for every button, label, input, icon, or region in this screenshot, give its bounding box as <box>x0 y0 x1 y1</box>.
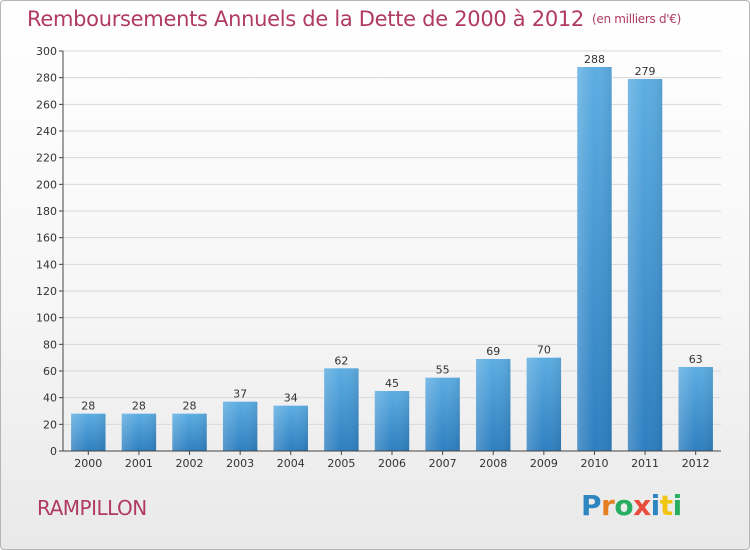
x-tick-label: 2007 <box>429 457 457 470</box>
data-label: 37 <box>233 388 247 401</box>
bar-shine <box>577 67 612 451</box>
y-tick-label: 40 <box>43 392 57 405</box>
data-label: 45 <box>385 377 399 390</box>
logo-letter: x <box>633 489 651 522</box>
y-tick-label: 0 <box>50 445 57 458</box>
data-label: 288 <box>584 53 605 66</box>
y-tick-label: 60 <box>43 365 57 378</box>
chart-title-text: Remboursements Annuels de la Dette de 20… <box>27 7 584 31</box>
bar-shine <box>273 405 308 451</box>
commune-name: RAMPILLON <box>37 496 147 520</box>
data-label: 28 <box>132 400 146 413</box>
bar-shine <box>425 377 460 451</box>
y-tick-label: 280 <box>36 72 57 85</box>
x-tick-label: 2000 <box>74 457 102 470</box>
x-tick-label: 2008 <box>479 457 507 470</box>
logo-letter: i <box>650 489 661 522</box>
y-tick-label: 260 <box>36 98 57 111</box>
y-axis-ticks: 0 20 40 60 80 100 120 140 160 180 200 220 240 260 280 3… <box>36 45 63 458</box>
x-tick-label: 2011 <box>631 457 659 470</box>
bars: 28 28 28 37 34 62 45 55 69 70 288 279 63 <box>71 53 713 451</box>
y-tick-label: 120 <box>36 285 57 298</box>
x-tick-label: 2009 <box>530 457 558 470</box>
data-label: 63 <box>689 353 703 366</box>
logo-letter: i <box>672 489 683 522</box>
bar-shine <box>678 367 713 451</box>
y-tick-label: 180 <box>36 205 57 218</box>
data-label: 70 <box>537 344 551 357</box>
x-tick-label: 2006 <box>378 457 406 470</box>
x-axis-ticks: 2000 2001 2002 2003 2004 2005 2006 2007 2008 2009… <box>74 451 710 470</box>
chart-unit: (en milliers d'€) <box>592 12 682 26</box>
y-tick-label: 220 <box>36 152 57 165</box>
data-label: 55 <box>436 364 450 377</box>
y-tick-label: 80 <box>43 338 57 351</box>
chart-title: Remboursements Annuels de la Dette de 20… <box>27 7 681 31</box>
bar-shine <box>526 357 562 451</box>
y-tick-label: 20 <box>43 418 57 431</box>
logo-letter: o <box>614 489 634 522</box>
x-tick-label: 2012 <box>682 457 710 470</box>
x-tick-label: 2002 <box>176 457 204 470</box>
data-label: 279 <box>635 65 656 78</box>
y-tick-label: 100 <box>36 312 57 325</box>
y-tick-label: 140 <box>36 258 57 271</box>
logo-letter: t <box>659 489 673 522</box>
data-label: 62 <box>334 354 348 367</box>
x-tick-label: 2010 <box>580 457 608 470</box>
y-tick-label: 200 <box>36 178 57 191</box>
bar-shine <box>324 368 359 451</box>
bar-shine <box>172 413 207 451</box>
logo-letter: r <box>601 489 615 522</box>
data-label: 28 <box>81 400 95 413</box>
bar-shine <box>374 391 410 451</box>
x-tick-label: 2004 <box>277 457 305 470</box>
bar-shine <box>627 79 663 451</box>
bar-shine <box>121 413 157 451</box>
bar-shine <box>476 359 511 451</box>
proxiti-logo: Proxiti <box>581 489 682 522</box>
data-label: 28 <box>183 400 197 413</box>
logo-letter: P <box>581 489 602 522</box>
bar-shine <box>222 401 258 451</box>
x-tick-label: 2001 <box>125 457 153 470</box>
y-tick-label: 300 <box>36 45 57 58</box>
data-label: 34 <box>284 392 298 405</box>
y-tick-label: 160 <box>36 232 57 245</box>
x-tick-label: 2003 <box>226 457 254 470</box>
axes <box>62 51 721 452</box>
y-tick-label: 240 <box>36 125 57 138</box>
data-label: 69 <box>486 345 500 358</box>
bar-shine <box>71 413 106 451</box>
x-tick-label: 2005 <box>327 457 355 470</box>
